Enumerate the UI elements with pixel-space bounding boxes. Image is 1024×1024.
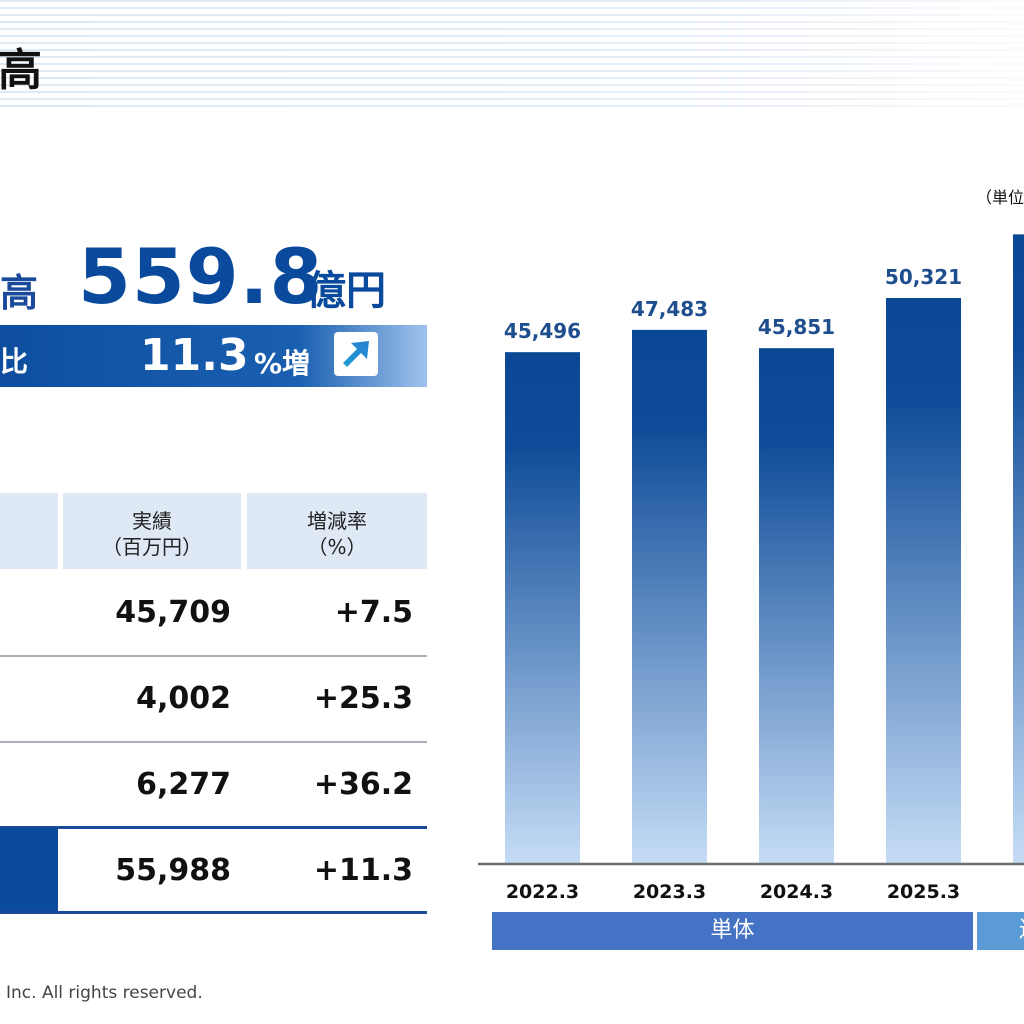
table-header-value-text: 実績 （百万円） [63,508,241,560]
bar-2 [632,329,707,863]
table-row-2-rate: +25.3 [313,681,413,716]
unit-note: （単位 [976,188,1024,207]
x-tick-label-3: 2024.3 [760,881,833,903]
table-header-cell-label [0,493,58,569]
total-divider-bottom [0,911,427,914]
group-band-standalone: 単体 [492,912,973,950]
x-tick-label-2: 2023.3 [633,881,706,903]
yoy-value: 11.3 [140,330,249,381]
table-row-1-rate: +7.5 [334,595,413,630]
table-row-3-value: 6,277 [136,767,231,802]
header-value-line1: 実績 [132,509,172,533]
total-divider-top [0,826,427,829]
header-rate-line2: （%） [307,535,367,559]
bar-value-label-4: 50,321 [885,265,962,289]
x-tick-label-4: 2025.3 [887,881,960,903]
headline-value: 559.8 [78,232,324,321]
table-row-1-value: 45,709 [115,595,231,630]
header-value-line2: （百万円） [102,535,202,559]
bar-value-label-1: 45,496 [504,319,581,343]
row-divider [0,655,427,657]
table-header-cell-value [63,493,241,569]
table-row-total-rate: +11.3 [313,853,413,888]
header-stripes [0,0,1024,112]
table-header-cell-rate [247,493,427,569]
copyright-footer: Inc. All rights reserved. [6,983,203,1003]
yoy-unit: %増 [254,347,311,380]
table-row-3-rate: +36.2 [313,767,413,802]
header-rate-line1: 増減率 [307,509,367,533]
table-header-rate-text: 増減率 （%） [247,508,427,560]
bar-3 [759,348,834,863]
bar-5 [1013,234,1024,864]
bar-4 [886,297,961,863]
row-divider [0,741,427,743]
headline-prefix: 高 [0,271,39,315]
yoy-prefix: 比 [0,345,29,378]
arrow-up-right-icon [334,332,378,376]
page-title: 高 [0,45,42,96]
bar-value-label-2: 47,483 [631,297,708,321]
bar-1 [505,352,580,863]
table-row-total-value: 55,988 [115,853,231,888]
bar-value-label-3: 45,851 [758,315,835,339]
headline-unit: 億円 [306,268,386,314]
total-row-label-block [0,828,58,913]
x-tick-label-1: 2022.3 [506,881,579,903]
table-row-2-value: 4,002 [136,681,231,716]
group-band-consolidated: 連 [977,912,1024,950]
